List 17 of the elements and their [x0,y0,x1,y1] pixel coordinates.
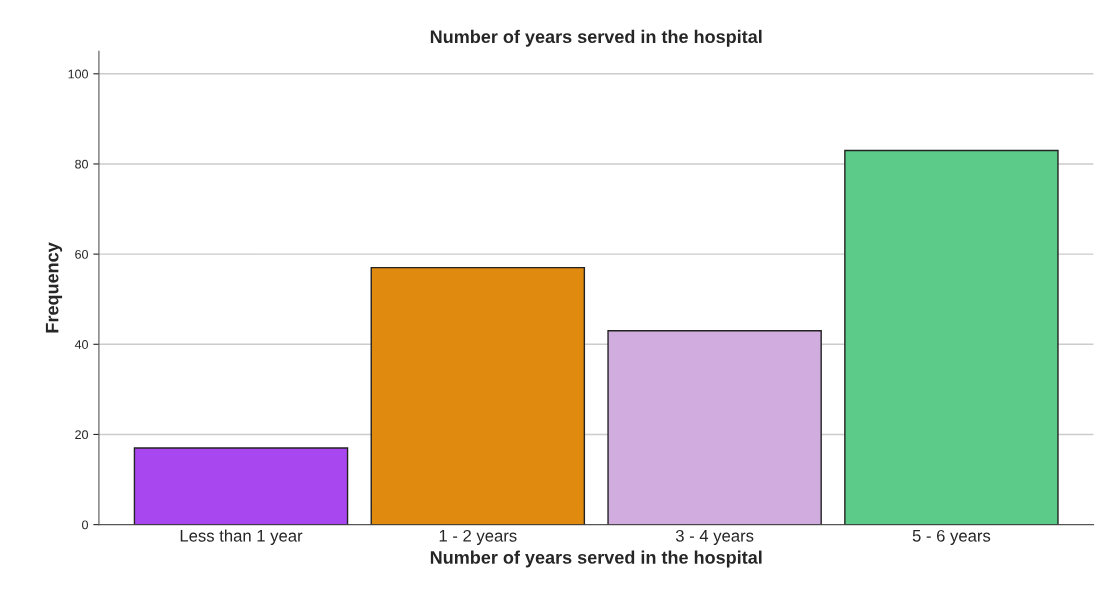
bar [844,149,1059,525]
bar [370,266,586,525]
y-tick-label: 100 [68,69,89,79]
x-tick-label: Less than 1 year [180,529,303,546]
y-tick-label: 20 [75,430,89,440]
y-tick-label: 60 [75,249,89,259]
x-tick-label: 3 - 4 years [675,529,754,546]
y-axis-title: Frequency [45,242,63,333]
chart-title: Number of years served in the hospital [430,29,762,47]
x-tick-label: 1 - 2 years [439,529,517,546]
y-tick-label: 80 [75,159,89,169]
bar [607,330,822,525]
x-tick-label: 5 - 6 years [912,529,991,546]
y-tick-label: 40 [74,340,89,349]
x-axis-title: Number of years served in the hospital [430,550,762,568]
bar [133,447,349,525]
y-tick-label: 0 [82,520,89,530]
